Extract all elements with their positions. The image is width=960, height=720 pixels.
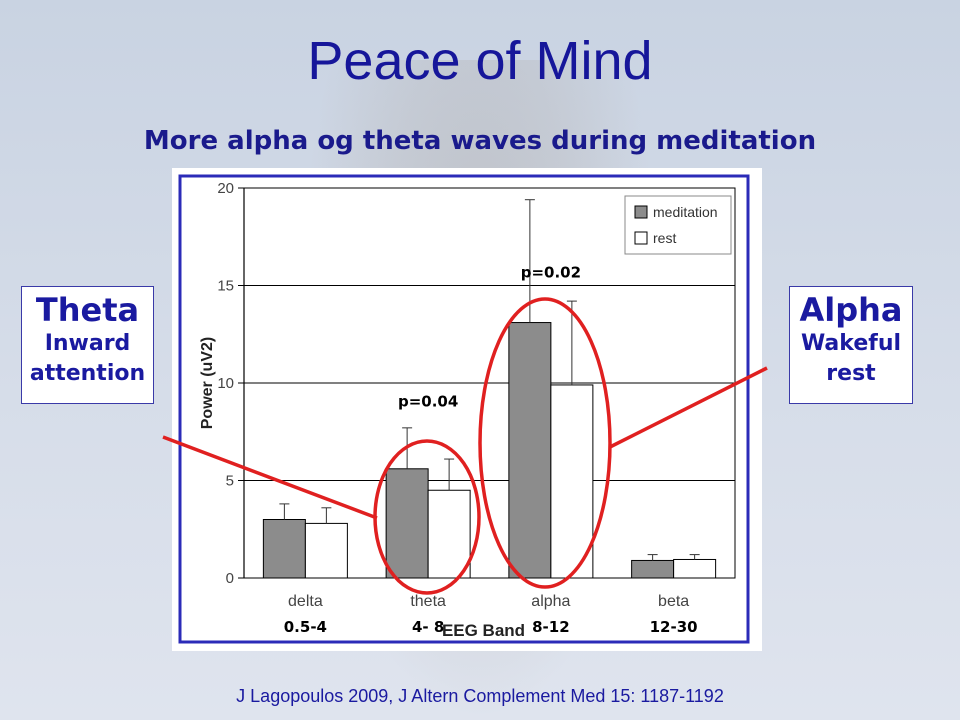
y-tick-label: 10 <box>217 375 234 392</box>
p-value-annotation: p=0.02 <box>521 264 581 282</box>
x-tick-label-delta: delta <box>288 593 323 610</box>
rest-bar-beta <box>673 558 717 579</box>
theta-callout-heading: Theta <box>35 291 140 329</box>
rest-bar-delta <box>304 522 348 579</box>
slide-subtitle: More alpha og theta waves during meditat… <box>143 126 817 156</box>
rest-bar-theta <box>427 489 471 579</box>
y-axis-label: Power (uV2) <box>199 337 216 429</box>
chart-panel: 0 5 10 15 20 Power (uV2) delta 0.5-4 theta 4- 8 al… <box>172 168 762 651</box>
x-tick-label-alpha: alpha <box>531 593 570 610</box>
y-tick-label: 15 <box>217 278 234 295</box>
alpha-callout: Alpha Wakeful rest <box>789 286 913 404</box>
meditation-bar-theta <box>385 468 429 579</box>
band-range-beta: 12-30 <box>650 618 698 636</box>
x-tick-label-theta: theta <box>410 593 446 610</box>
alpha-callout-line2: rest <box>826 361 876 386</box>
p-value-annotation: p=0.04 <box>398 392 458 410</box>
theta-callout-line1: Inward <box>44 331 131 356</box>
legend-swatch-rest <box>634 231 648 245</box>
y-tick-label: 0 <box>226 570 234 587</box>
x-tick-label-beta: beta <box>658 593 689 610</box>
citation: J Lagopoulos 2009, J Altern Complement M… <box>236 686 724 706</box>
alpha-callout-line1: Wakeful <box>800 331 902 356</box>
meditation-bar-beta <box>631 559 675 579</box>
band-range-alpha: 8-12 <box>532 618 570 636</box>
theta-callout: Theta Inward attention <box>21 286 154 404</box>
x-axis-label: EEG Band <box>442 621 525 640</box>
y-tick-label: 5 <box>226 473 234 490</box>
theta-callout-line2: attention <box>29 361 146 386</box>
y-tick-label: 20 <box>217 180 234 197</box>
rest-bar-alpha <box>550 384 594 579</box>
meditation-bar-delta <box>262 519 306 579</box>
slide-title: Peace of Mind <box>307 31 653 91</box>
eeg-power-bar-chart: 0 5 10 15 20 Power (uV2) delta 0.5-4 theta 4- 8 al… <box>178 174 750 644</box>
meditation-bar-alpha <box>508 322 552 579</box>
band-range-theta: 4- 8 <box>412 618 444 636</box>
legend-label-rest: rest <box>653 230 676 246</box>
band-range-delta: 0.5-4 <box>284 618 327 636</box>
legend-swatch-meditation <box>634 205 648 219</box>
legend-label-meditation: meditation <box>653 204 718 220</box>
alpha-callout-heading: Alpha <box>799 291 903 329</box>
